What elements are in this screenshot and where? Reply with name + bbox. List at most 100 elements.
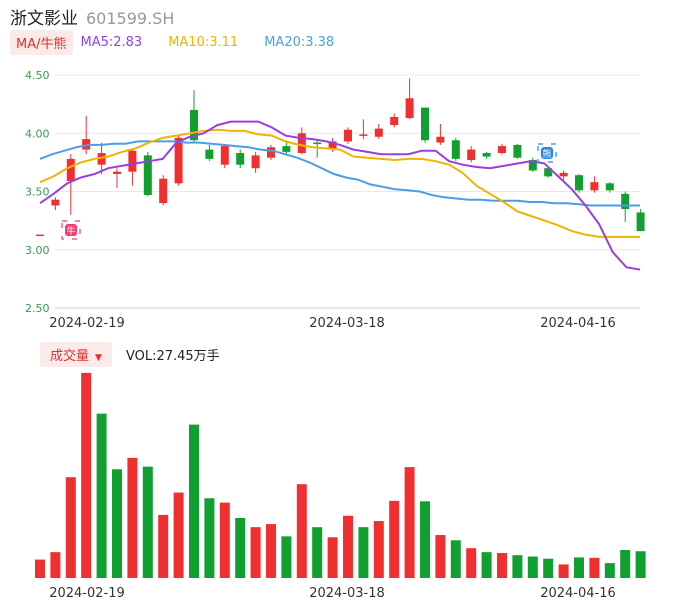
stock-name: 浙文影业 <box>10 9 78 29</box>
candle-body <box>374 128 383 137</box>
volume-bar <box>235 517 246 578</box>
volume-bar <box>620 549 631 578</box>
stock-title: 浙文影业 601599.SH <box>10 4 174 29</box>
candle-body <box>544 168 553 177</box>
price-grid <box>55 74 640 309</box>
volume-bar <box>327 537 338 578</box>
volume-bar <box>466 548 477 578</box>
candle-body <box>113 171 121 175</box>
ma20-label: MA20:3.38 <box>264 34 335 50</box>
candle-body <box>251 155 260 169</box>
volume-bar <box>589 557 600 578</box>
volume-bar <box>604 563 615 578</box>
candle-body <box>66 158 75 182</box>
volume-bar <box>420 501 430 578</box>
volume-value: VOL:27.45万手 <box>125 349 220 364</box>
volume-bar <box>558 564 569 578</box>
candle-body <box>143 155 152 195</box>
volume-bar <box>250 527 261 578</box>
volume-bars <box>35 372 646 578</box>
volume-bar <box>389 500 400 578</box>
candle-body <box>236 153 245 165</box>
candle-body <box>190 109 198 141</box>
candle-body <box>421 107 429 141</box>
volume-toggle-label: 成交量 <box>50 349 90 364</box>
candle-body <box>282 146 291 152</box>
candle-body <box>467 149 476 161</box>
candle-body <box>605 183 614 191</box>
candle-body <box>344 129 352 142</box>
ma-toggle-button[interactable]: MA/牛熊 <box>10 29 73 55</box>
ma10-line <box>39 128 640 238</box>
volume-bar <box>527 556 538 578</box>
candle-body <box>328 141 337 150</box>
badge-frame <box>61 220 81 240</box>
candle-body <box>51 199 60 206</box>
volume-bar <box>312 527 323 578</box>
price-tick-label: 2.50 <box>25 302 50 315</box>
date-axis-labels: 2024-02-19 2024-02-19 2024-03-18 2024-03-18… <box>49 316 616 601</box>
candle-body <box>559 172 568 177</box>
price-tick-label: 3.50 <box>25 186 50 199</box>
volume-bar <box>35 559 45 578</box>
candle-body <box>575 175 583 191</box>
volume-bar <box>96 413 107 578</box>
volume-bar <box>158 514 169 578</box>
volume-bar <box>173 492 184 578</box>
candle-body <box>405 98 414 119</box>
candle-body <box>436 136 445 143</box>
candle-body <box>36 234 44 237</box>
badge-text: 熊 <box>542 148 551 160</box>
volume-bar <box>435 535 446 578</box>
volume-bar <box>373 521 384 578</box>
volume-legend: 成交量 ▼ VOL:27.45万手 <box>40 342 220 367</box>
candlestick-series <box>36 78 645 237</box>
badge-frame <box>537 143 557 163</box>
badge-text: 牛 <box>66 225 75 237</box>
volume-bar <box>343 515 353 578</box>
volume-toggle-button[interactable]: 成交量 ▼ <box>40 342 112 367</box>
volume-bar <box>65 477 76 578</box>
candle-body <box>498 146 506 154</box>
volume-bar <box>81 372 92 578</box>
candle-body <box>97 153 106 165</box>
candle-body <box>528 160 537 171</box>
volume-bar <box>543 558 554 578</box>
candle-body <box>636 212 645 232</box>
candle-body <box>359 134 368 136</box>
candle-body <box>482 153 491 157</box>
volume-bar <box>112 469 122 578</box>
moving-average-lines <box>39 120 641 271</box>
date-tick-label: 2024-04-16 <box>540 316 616 331</box>
date-tick-label: 2024-03-18 <box>309 586 385 601</box>
volume-bar <box>281 536 292 578</box>
candle-body <box>220 146 229 165</box>
stock-code: 601599.SH <box>86 9 175 28</box>
signal-markers: 牛熊 <box>61 143 557 240</box>
ma20-line <box>39 140 640 207</box>
volume-bar <box>127 457 138 578</box>
candle-body <box>451 140 460 159</box>
ma5-line <box>39 120 641 271</box>
chevron-down-icon: ▼ <box>95 353 102 363</box>
volume-bar <box>574 557 584 578</box>
date-tick-label: 2024-04-16 <box>540 586 616 601</box>
volume-bar <box>296 484 307 578</box>
candle-body <box>205 149 214 159</box>
candle-body <box>82 139 91 150</box>
volume-bar <box>204 498 215 578</box>
price-tick-label: 4.50 <box>25 69 50 82</box>
volume-bar <box>189 424 199 578</box>
candle-body <box>390 116 399 126</box>
candle-body <box>513 144 522 158</box>
volume-bar <box>497 553 507 578</box>
candle-body <box>174 137 183 184</box>
candle-body <box>313 142 322 145</box>
candle-body <box>128 150 137 172</box>
volume-bar <box>635 551 646 578</box>
volume-bar <box>450 540 461 578</box>
price-tick-label: 3.00 <box>25 244 50 257</box>
candle-body <box>590 182 599 191</box>
ma10-label: MA10:3.11 <box>168 34 239 50</box>
